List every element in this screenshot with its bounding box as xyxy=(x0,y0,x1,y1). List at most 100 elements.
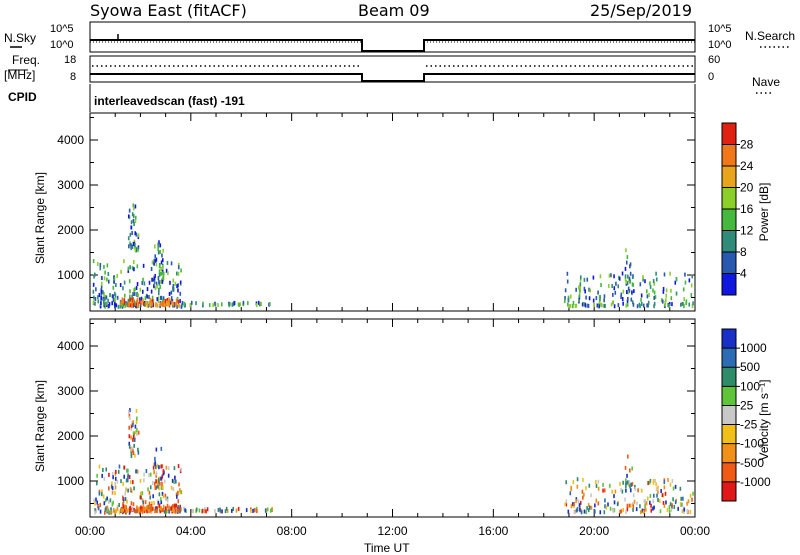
echo-point xyxy=(168,509,170,514)
echo-point xyxy=(171,505,173,510)
echo-point xyxy=(175,271,178,276)
echo-point xyxy=(657,490,659,495)
echo-point xyxy=(95,508,98,513)
echo-point xyxy=(137,233,140,238)
echo-point xyxy=(144,500,147,505)
echo-point xyxy=(235,508,238,513)
echo-point xyxy=(583,286,586,291)
echo-point xyxy=(157,276,160,281)
echo-point xyxy=(128,474,131,479)
echo-point xyxy=(626,503,629,508)
echo-point xyxy=(169,300,172,305)
echo-point xyxy=(129,415,131,420)
echo-point xyxy=(121,297,124,302)
echo-point xyxy=(609,506,612,511)
echo-point xyxy=(148,505,151,510)
echo-point xyxy=(627,454,629,459)
colorbar-swatch xyxy=(722,386,736,406)
echo-point xyxy=(134,204,137,209)
echo-point xyxy=(625,510,627,515)
echo-point xyxy=(626,507,629,512)
echo-point xyxy=(629,271,632,276)
echo-point xyxy=(683,297,686,302)
echo-point xyxy=(95,497,97,502)
colorbar-tick-label: 12 xyxy=(740,224,754,238)
echo-point xyxy=(155,471,158,476)
echo-point xyxy=(157,500,160,505)
echo-point xyxy=(582,477,584,482)
echo-point xyxy=(112,475,114,480)
echo-point xyxy=(128,215,131,220)
echo-point xyxy=(152,277,155,282)
colorbar-swatch xyxy=(722,405,736,425)
echo-point xyxy=(94,296,97,301)
echo-point xyxy=(225,506,228,511)
echo-point xyxy=(668,301,671,306)
echo-point xyxy=(157,296,160,301)
echo-point xyxy=(101,276,103,281)
echo-point xyxy=(620,295,622,300)
power-ylabel: Slant Range [km] xyxy=(33,171,47,265)
echo-point xyxy=(581,489,584,494)
echo-point xyxy=(153,481,156,486)
echo-point xyxy=(132,203,135,208)
echo-point xyxy=(114,491,116,496)
echo-point xyxy=(597,479,600,484)
echo-point xyxy=(125,508,128,513)
echo-point xyxy=(114,299,117,304)
echo-point xyxy=(622,480,624,485)
echo-point xyxy=(631,282,634,287)
x-tick-label: 16:00 xyxy=(478,524,508,538)
echo-point xyxy=(127,236,130,241)
echo-point xyxy=(133,486,135,491)
echo-point xyxy=(136,427,138,432)
echo-point xyxy=(675,276,678,281)
echo-point xyxy=(158,279,160,284)
echo-point xyxy=(646,303,649,308)
echo-point xyxy=(177,490,179,495)
echo-point xyxy=(107,508,110,513)
echo-point xyxy=(160,260,163,265)
echo-point xyxy=(162,494,165,499)
freq-bottom-tick: 8 xyxy=(70,71,77,83)
echo-point xyxy=(147,487,149,492)
echo-point xyxy=(653,505,655,510)
echo-point xyxy=(104,304,106,309)
echo-point xyxy=(657,498,659,503)
echo-point xyxy=(146,294,148,299)
echo-point xyxy=(126,499,128,504)
echo-point xyxy=(158,264,161,269)
echo-point xyxy=(132,420,134,425)
echo-point xyxy=(662,286,665,291)
echo-point xyxy=(102,290,104,295)
beam-title: Beam 09 xyxy=(358,1,430,20)
echo-point xyxy=(133,507,135,512)
echo-point xyxy=(601,303,603,308)
echo-point xyxy=(107,304,109,309)
echo-point xyxy=(126,303,129,308)
echo-point xyxy=(192,509,194,514)
echo-point xyxy=(142,277,144,282)
echo-point xyxy=(156,463,159,468)
echo-point xyxy=(130,243,132,248)
echo-point xyxy=(665,298,667,303)
nsearch-top-tick: 10^5 xyxy=(708,23,732,35)
echo-point xyxy=(101,489,103,494)
echo-point xyxy=(652,506,654,511)
echo-point xyxy=(659,509,662,514)
echo-point xyxy=(125,505,127,510)
echo-point xyxy=(628,503,631,508)
echo-point xyxy=(154,286,157,291)
echo-point xyxy=(119,283,122,288)
echo-point xyxy=(674,280,677,285)
echo-point xyxy=(120,300,123,305)
echo-point xyxy=(128,425,130,430)
echo-point xyxy=(106,263,109,268)
echo-point xyxy=(649,284,652,289)
echo-point xyxy=(142,500,145,505)
echo-point xyxy=(655,487,658,492)
echo-point xyxy=(123,280,126,285)
echo-point xyxy=(565,499,568,504)
echo-point xyxy=(586,277,589,282)
echo-point xyxy=(100,281,103,286)
